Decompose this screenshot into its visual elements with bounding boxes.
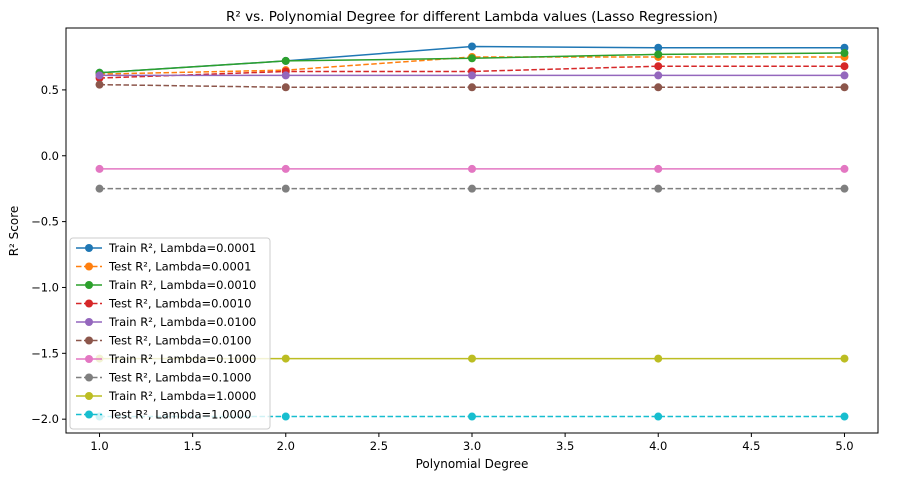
x-tick-label: 1.5 [183,439,201,453]
legend-marker-8 [85,392,93,400]
series-6-point [840,164,849,173]
series-9-point [654,412,663,421]
series-7-point [840,184,849,193]
y-tick-label: −0.5 [31,215,59,229]
legend-entry: Test R², Lambda=0.0001 [108,260,251,274]
series-5-point [281,83,290,92]
legend-marker-4 [85,318,93,326]
series-8-point [281,354,290,363]
series-9-point [281,412,290,421]
legend-entry: Test R², Lambda=0.0010 [108,297,251,311]
x-tick-label: 5.0 [835,439,853,453]
series-2-point [840,49,849,58]
legend-entry: Train R², Lambda=0.1000 [108,352,256,366]
series-8-point [468,354,476,363]
y-tick-label: 0.5 [41,83,59,97]
legend-marker-1 [85,262,93,271]
chart-title: R² vs. Polynomial Degree for different L… [226,9,718,25]
legend-marker-5 [85,336,93,345]
legend: Train R², Lambda=0.0001 Test R², Lambda=0… [69,237,271,430]
series-3-point [840,62,849,71]
legend-entry: Train R², Lambda=0.0010 [108,278,256,292]
legend-entry: Train R², Lambda=0.0100 [108,315,256,329]
series-5-point [654,83,663,92]
legend-entry: Test R², Lambda=0.1000 [108,371,251,385]
legend-entry: Train R², Lambda=0.0001 [108,241,256,255]
legend-entry: Test R², Lambda=0.0100 [108,334,251,348]
legend-marker-9 [85,410,93,419]
legend-marker-6 [85,355,93,363]
x-tick-label: 2.0 [277,439,295,453]
series-6-point [468,164,476,173]
series-8-point [840,354,849,363]
series-6-point [654,164,663,173]
series-8-point [654,354,663,363]
x-tick-label: 4.0 [649,439,667,453]
legend-entry: Train R², Lambda=1.0000 [108,389,256,403]
series-2-point [654,50,663,59]
series-6-point [281,164,290,173]
y-tick-label: 0.0 [41,149,59,163]
series-4-point [95,71,104,80]
series-7-point [468,184,476,193]
y-tick-label: −1.5 [31,346,59,360]
x-tick-label: 1.0 [90,439,108,453]
x-tick-label: 4.5 [742,439,760,453]
series-5-point [468,83,476,92]
x-ticks: 1.0 1.5 2.0 2.5 3.0 3.5 4.0 4.5 5.0 [90,433,854,453]
y-tick-label: −1.0 [31,280,59,294]
legend-box [69,237,271,430]
legend-marker-3 [85,299,93,308]
legend-marker-2 [85,281,93,289]
legend-marker-0 [85,244,93,252]
legend-entry: Test R², Lambda=1.0000 [108,408,251,422]
series-4-point [654,71,663,80]
x-tick-label: 2.5 [370,439,388,453]
series-9-point [840,412,849,421]
legend-marker-7 [85,373,93,382]
y-ticks: −2.0 −1.5 −1.0 −0.5 0.0 0.5 [31,83,66,426]
series-2-point [468,54,476,63]
x-tick-label: 3.0 [463,439,481,453]
series-5-point [840,83,849,92]
series-7-point [95,184,104,193]
series-4-point [281,71,290,80]
series-6-point [95,164,104,173]
series-4-point [468,71,476,80]
x-axis-label: Polynomial Degree [416,457,529,471]
series-7-point [654,184,663,193]
series-7-point [281,184,290,193]
y-tick-label: −2.0 [31,412,59,426]
series-0-point [468,42,476,51]
x-tick-label: 3.5 [556,439,574,453]
series-9-point [468,412,476,421]
series-5-point [95,80,104,89]
series-3-point [654,62,663,71]
series-2-point [281,56,290,65]
series-4-point [840,71,849,80]
series-0-point [654,43,663,52]
y-axis-label: R² Score [7,206,21,257]
